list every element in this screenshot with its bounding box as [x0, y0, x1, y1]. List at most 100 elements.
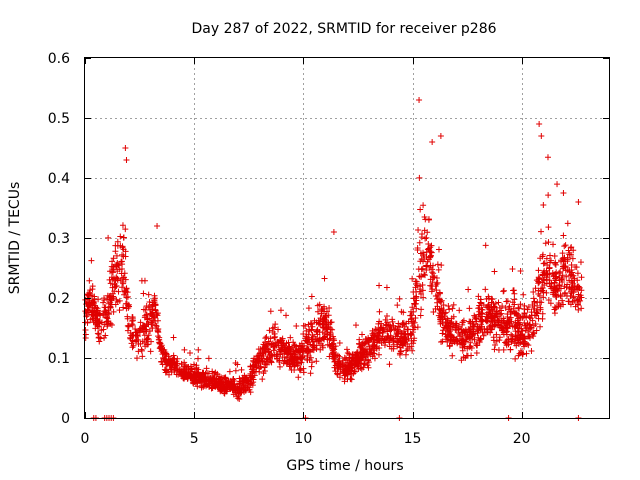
data-point: [100, 299, 107, 306]
data-point: [563, 273, 570, 280]
data-point: [162, 361, 169, 368]
data-point: [313, 319, 320, 326]
data-point: [467, 320, 474, 327]
data-point: [354, 357, 361, 364]
data-point: [396, 350, 403, 357]
data-point: [505, 317, 512, 324]
data-point: [123, 157, 130, 163]
data-point: [118, 265, 125, 272]
data-point: [562, 242, 569, 249]
data-point: [489, 318, 496, 325]
data-point: [129, 344, 136, 351]
data-point: [423, 234, 430, 241]
data-point: [232, 359, 239, 366]
data-point: [263, 356, 270, 363]
data-point: [307, 320, 314, 327]
data-point: [459, 329, 466, 336]
data-point: [366, 345, 373, 352]
data-point: [441, 310, 448, 317]
data-point: [117, 233, 124, 240]
data-point: [123, 305, 130, 312]
data-point: [479, 310, 486, 317]
data-point: [346, 357, 353, 364]
data-point: [500, 288, 507, 295]
data-point: [464, 331, 471, 338]
data-point: [140, 290, 147, 297]
data-point: [386, 361, 393, 368]
data-point: [326, 353, 333, 360]
data-point: [392, 333, 399, 340]
data-point: [222, 375, 229, 382]
data-point: [410, 288, 417, 295]
plot-frame: [84, 57, 610, 419]
data-point: [547, 300, 554, 307]
data-point: [473, 349, 480, 356]
data-point: [447, 336, 454, 343]
data-point: [546, 270, 553, 277]
data-point: [357, 364, 364, 371]
data-point: [358, 366, 365, 373]
data-point: [533, 309, 540, 316]
data-point: [105, 234, 112, 241]
data-point: [371, 345, 378, 352]
data-point: [101, 296, 108, 303]
data-point: [387, 327, 394, 334]
data-point: [305, 305, 312, 312]
data-point: [248, 372, 255, 379]
data-point: [505, 341, 512, 348]
data-point: [528, 348, 535, 355]
data-point: [86, 277, 93, 284]
data-point: [415, 266, 422, 273]
data-point: [507, 311, 514, 318]
data-point: [568, 266, 575, 273]
data-point: [209, 368, 216, 375]
data-point: [545, 224, 552, 231]
data-point: [551, 310, 558, 317]
data-point: [537, 288, 544, 295]
data-point: [330, 355, 337, 362]
data-point: [168, 366, 175, 373]
data-point: [234, 395, 241, 402]
data-point: [573, 264, 580, 271]
data-point: [533, 327, 540, 334]
data-point: [430, 262, 437, 269]
data-point: [102, 311, 109, 318]
data-point: [496, 334, 503, 341]
data-point: [346, 351, 353, 358]
data-point: [389, 316, 396, 323]
data-point: [445, 303, 452, 310]
data-point: [118, 258, 125, 265]
data-point: [433, 275, 440, 282]
x-tick-label: 0: [81, 431, 90, 447]
data-point: [195, 346, 202, 353]
data-point: [384, 319, 391, 326]
data-point: [243, 379, 250, 386]
data-point: [331, 358, 338, 365]
data-point: [115, 288, 122, 295]
data-point: [433, 295, 440, 302]
data-point: [318, 305, 325, 312]
data-point: [314, 331, 321, 338]
data-point: [302, 335, 309, 342]
data-point: [217, 380, 224, 387]
data-point: [392, 325, 399, 332]
data-point: [493, 308, 500, 315]
data-point: [209, 384, 216, 391]
data-point: [447, 332, 454, 339]
data-point: [186, 349, 193, 356]
data-point: [449, 352, 456, 359]
data-point: [476, 339, 483, 346]
data-point: [475, 334, 482, 341]
data-point: [527, 315, 534, 322]
data-point: [87, 316, 94, 323]
data-point: [539, 310, 546, 317]
data-point: [178, 361, 185, 368]
data-point: [173, 371, 180, 378]
data-point: [107, 280, 114, 287]
data-point: [480, 302, 487, 309]
data-point: [344, 376, 351, 383]
data-point: [386, 338, 393, 345]
data-point: [209, 376, 216, 383]
data-point: [510, 287, 517, 294]
data-point: [548, 285, 555, 292]
